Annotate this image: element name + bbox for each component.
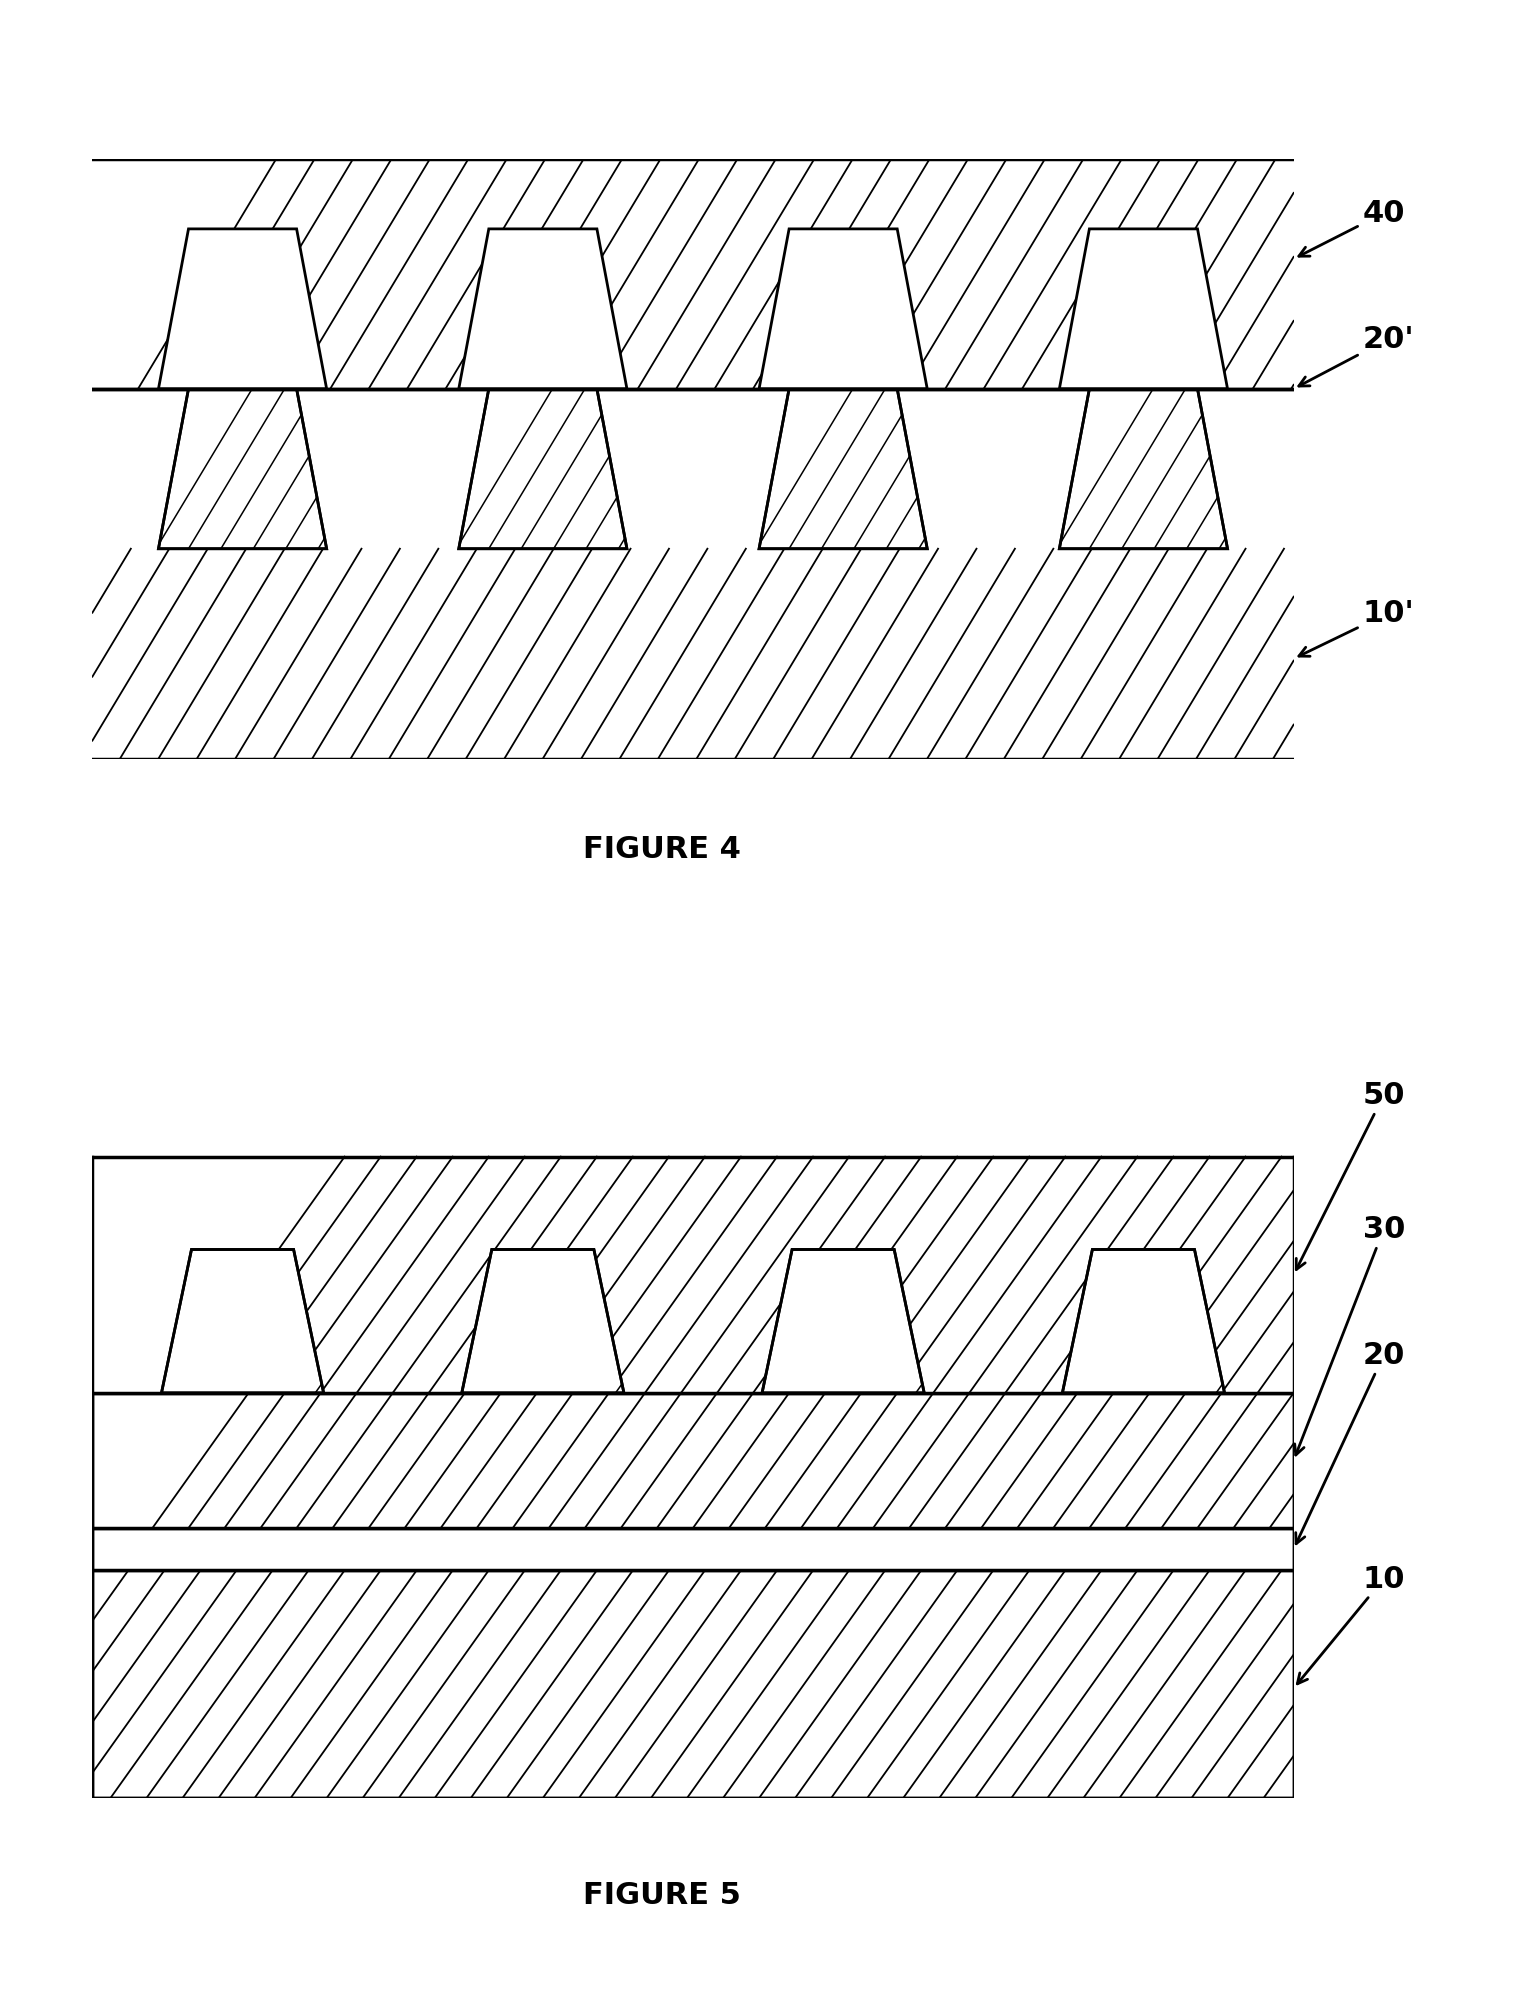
Polygon shape [459,230,627,390]
Bar [92,1393,1294,1528]
Polygon shape [1360,390,1528,549]
Text: 20': 20' [1298,326,1415,388]
Bar [92,160,1294,390]
Polygon shape [1360,230,1528,390]
Polygon shape [1060,390,1227,549]
Polygon shape [759,230,927,390]
Polygon shape [1060,230,1227,390]
Polygon shape [159,230,326,390]
Polygon shape [162,1251,323,1393]
Text: 50: 50 [1297,1081,1406,1271]
Polygon shape [762,1251,924,1393]
Text: 20: 20 [1295,1341,1406,1544]
Text: FIGURE 5: FIGURE 5 [584,1880,741,1908]
Polygon shape [159,390,326,549]
Polygon shape [1363,1251,1525,1393]
Polygon shape [462,1251,624,1393]
Polygon shape [0,390,26,549]
Bar [92,1528,1294,1570]
Polygon shape [459,390,627,549]
Text: 10: 10 [1297,1564,1406,1684]
Polygon shape [0,230,26,390]
Text: 10': 10' [1298,599,1415,657]
Text: 30: 30 [1295,1215,1406,1455]
Bar [92,1570,1294,1798]
Bar [92,1157,1294,1393]
Polygon shape [0,1251,23,1393]
Polygon shape [759,390,927,549]
Bar [92,549,1294,759]
Text: 40: 40 [1298,200,1406,258]
Polygon shape [1063,1251,1224,1393]
Text: FIGURE 4: FIGURE 4 [584,835,741,863]
Bar [92,1157,1294,1798]
